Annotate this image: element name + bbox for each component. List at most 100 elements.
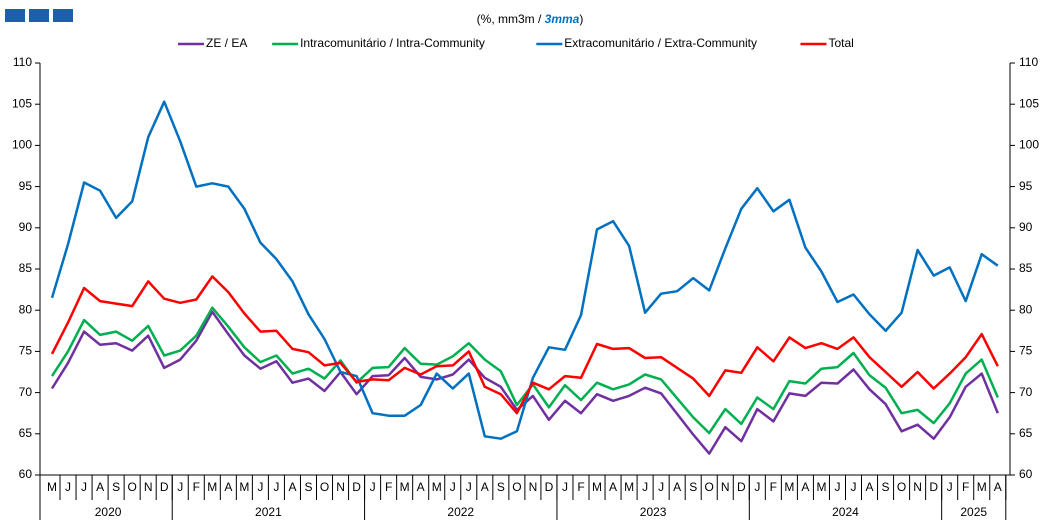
x-tick-label: S: [497, 480, 505, 494]
x-tick-label: A: [224, 480, 232, 494]
y2-tick-label: 70: [1019, 385, 1033, 399]
y-tick-label: 65: [19, 426, 33, 440]
logo-block: [5, 9, 25, 22]
subtitle-part: (%, mm3m /: [477, 12, 545, 26]
legend-label: Extracomunitário / Extra-Community: [564, 36, 757, 50]
x-tick-label: J: [273, 480, 279, 494]
x-tick-label: J: [947, 480, 953, 494]
logo-block: [29, 9, 49, 22]
x-tick-label: O: [320, 480, 329, 494]
x-tick-label: N: [721, 480, 730, 494]
x-tick-label: O: [127, 480, 136, 494]
x-tick-label: M: [432, 480, 442, 494]
legend-label: Total: [829, 36, 854, 50]
x-tick-label: O: [705, 480, 714, 494]
x-tick-label: M: [47, 480, 57, 494]
x-tick-label: F: [962, 480, 969, 494]
x-tick-label: N: [336, 480, 345, 494]
y-tick-label: 105: [12, 96, 32, 110]
x-tick-label: O: [512, 480, 521, 494]
y-tick-label: 90: [19, 220, 33, 234]
x-tick-label: F: [193, 480, 200, 494]
x-tick-label: M: [239, 480, 249, 494]
x-tick-label: A: [288, 480, 296, 494]
y2-tick-label: 80: [1019, 302, 1033, 316]
x-tick-label: M: [977, 480, 987, 494]
x-tick-label: A: [481, 480, 489, 494]
x-tick-label: F: [385, 480, 392, 494]
y2-tick-label: 110: [1019, 55, 1038, 69]
x-tick-label: N: [529, 480, 538, 494]
series-line: [50, 306, 999, 435]
x-tick-label: A: [609, 480, 617, 494]
x-tick-label: S: [112, 480, 120, 494]
year-label: 2020: [95, 505, 122, 519]
y-tick-label: 85: [19, 261, 33, 275]
x-tick-label: S: [689, 480, 697, 494]
y-tick-label: 75: [19, 344, 33, 358]
y-tick-label: 80: [19, 302, 33, 316]
x-tick-label: J: [562, 480, 568, 494]
x-tick-label: F: [577, 480, 584, 494]
x-tick-label: N: [913, 480, 922, 494]
year-label: 2024: [832, 505, 859, 519]
x-tick-label: J: [658, 480, 664, 494]
x-tick-label: A: [801, 480, 809, 494]
y2-tick-label: 90: [1019, 220, 1033, 234]
y2-tick-label: 60: [1019, 467, 1033, 481]
x-tick-label: D: [929, 480, 938, 494]
y2-tick-label: 75: [1019, 344, 1033, 358]
x-tick-label: D: [737, 480, 746, 494]
y2-tick-label: 65: [1019, 426, 1033, 440]
x-tick-label: A: [673, 480, 681, 494]
y-tick-label: 95: [19, 179, 33, 193]
x-tick-label: M: [784, 480, 794, 494]
logo-block: [53, 9, 73, 22]
x-tick-label: M: [592, 480, 602, 494]
x-tick-label: M: [816, 480, 826, 494]
x-tick-label: M: [207, 480, 217, 494]
x-tick-label: A: [866, 480, 874, 494]
x-tick-label: J: [466, 480, 472, 494]
x-tick-label: J: [177, 480, 183, 494]
x-tick-label: J: [257, 480, 263, 494]
x-tick-label: M: [400, 480, 410, 494]
y-tick-label: 110: [13, 55, 32, 69]
x-tick-label: A: [417, 480, 425, 494]
x-tick-label: S: [882, 480, 890, 494]
x-tick-label: J: [851, 480, 857, 494]
x-tick-label: J: [834, 480, 840, 494]
x-tick-label: J: [81, 480, 87, 494]
subtitle-part: 3mma: [545, 12, 580, 26]
x-tick-label: D: [545, 480, 554, 494]
series-line: [50, 310, 999, 455]
x-tick-label: J: [450, 480, 456, 494]
x-tick-label: D: [160, 480, 169, 494]
y-tick-label: 100: [12, 138, 32, 152]
y2-tick-label: 105: [1019, 96, 1039, 110]
legend-label: Intracomunitário / Intra-Community: [300, 36, 485, 50]
x-tick-label: J: [754, 480, 760, 494]
x-tick-label: D: [352, 480, 361, 494]
y-tick-label: 60: [19, 467, 33, 481]
year-label: 2023: [640, 505, 667, 519]
y2-tick-label: 95: [1019, 179, 1033, 193]
x-tick-label: J: [642, 480, 648, 494]
x-tick-label: A: [994, 480, 1002, 494]
subtitle: (%, mm3m / 3mma): [477, 12, 584, 26]
y-tick-label: 70: [19, 385, 33, 399]
x-tick-label: J: [370, 480, 376, 494]
x-tick-label: J: [65, 480, 71, 494]
x-tick-label: M: [624, 480, 634, 494]
x-tick-label: F: [770, 480, 777, 494]
year-label: 2021: [255, 505, 282, 519]
series-line: [50, 275, 999, 415]
x-tick-label: N: [144, 480, 153, 494]
legend-label: ZE / EA: [206, 36, 247, 50]
y2-tick-label: 85: [1019, 261, 1033, 275]
series-line: [50, 100, 999, 440]
x-tick-label: A: [96, 480, 104, 494]
year-label: 2025: [960, 505, 987, 519]
